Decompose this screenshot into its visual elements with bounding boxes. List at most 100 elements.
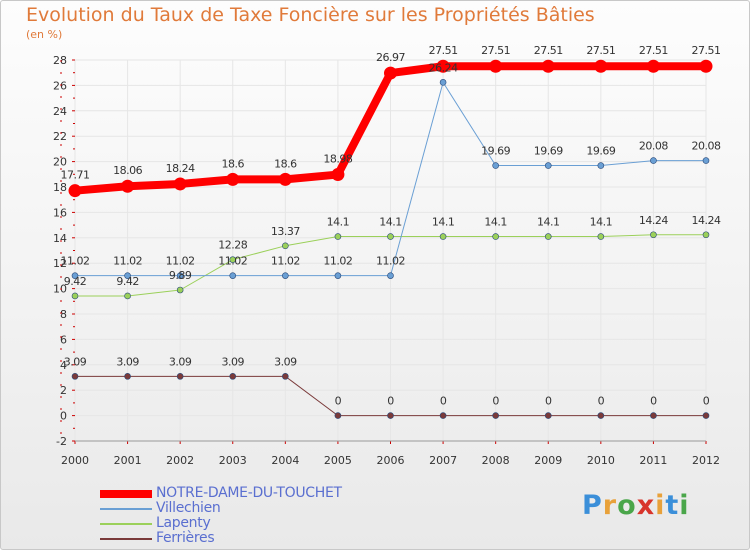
data-point	[650, 157, 657, 164]
x-tick-label: 2009	[534, 454, 562, 467]
data-label: 27.51	[534, 44, 563, 57]
data-label: 26.97	[376, 51, 405, 64]
data-label: 14.1	[379, 216, 402, 229]
series-lines	[68, 59, 713, 419]
data-label: 14.1	[590, 216, 613, 229]
logo-letter: t	[665, 490, 680, 521]
y-tick-label: 4	[60, 359, 67, 372]
data-point	[489, 59, 503, 73]
legend-label-villechien: Villechien	[156, 500, 221, 516]
data-point	[702, 157, 710, 164]
data-point	[334, 233, 342, 240]
data-point	[282, 242, 289, 250]
data-label: 20.08	[692, 140, 721, 153]
data-label: 14.1	[327, 216, 350, 229]
data-point	[121, 179, 135, 193]
data-point	[439, 233, 447, 240]
x-tick-label: 2001	[114, 454, 142, 467]
x-tick-label: 2006	[377, 454, 405, 467]
data-point	[387, 233, 394, 240]
x-tick-label: 2011	[639, 454, 667, 467]
data-point	[436, 59, 450, 73]
y-tick-label: 18	[53, 181, 67, 194]
data-label: 18.6	[274, 157, 297, 170]
data-label: 27.51	[429, 44, 458, 57]
x-tick-label: 2004	[271, 454, 299, 467]
x-tick-label: 2008	[482, 454, 510, 467]
data-point	[597, 162, 605, 169]
data-point	[71, 373, 79, 380]
y-tick-label: 6	[60, 333, 67, 346]
data-point	[597, 412, 605, 419]
grid	[74, 59, 707, 442]
data-point	[387, 272, 394, 279]
data-point	[492, 162, 499, 169]
legend-label-ferrieres: Ferrières	[156, 530, 215, 546]
data-point	[699, 59, 713, 73]
data-label: 14.24	[692, 214, 721, 227]
data-point	[334, 412, 342, 419]
logo-letter: r	[602, 490, 618, 521]
data-label: 11.02	[218, 255, 247, 268]
data-point	[124, 373, 131, 380]
data-point	[68, 184, 82, 198]
data-label: 18.98	[323, 153, 352, 166]
y-tick-label: 0	[60, 410, 67, 423]
logo-letter: i	[679, 490, 690, 521]
data-label: 0	[440, 395, 447, 408]
data-label: 19.69	[481, 145, 510, 158]
data-point	[492, 412, 499, 419]
y-tick-label: 16	[53, 206, 67, 219]
y-tick-label: 8	[60, 308, 67, 321]
legend-swatch-villechien	[100, 508, 152, 510]
data-label: 14.24	[639, 214, 668, 227]
data-label: 27.51	[639, 44, 668, 57]
y-unit-label: (en %)	[26, 28, 63, 41]
data-label: 18.06	[113, 164, 142, 177]
y-tick-label: 20	[53, 156, 67, 169]
logo-letter: o	[617, 490, 637, 521]
data-label: 11.02	[61, 255, 90, 268]
data-point	[650, 412, 657, 419]
data-label: 0	[335, 395, 342, 408]
x-tick-label: 2007	[429, 454, 457, 467]
data-point	[650, 231, 657, 239]
chart-title: Evolution du Taux de Taxe Foncière sur l…	[26, 4, 595, 26]
data-label: 12.28	[218, 239, 247, 252]
y-tick-label: 14	[53, 232, 67, 245]
data-label: 14.1	[537, 216, 560, 229]
data-label: 14.1	[432, 216, 455, 229]
data-label: 11.02	[376, 255, 405, 268]
data-label: 14.1	[484, 216, 507, 229]
y-tick-label: 2	[60, 384, 67, 397]
data-point	[702, 231, 710, 239]
data-point	[544, 162, 552, 169]
data-point	[282, 272, 289, 279]
data-label: 0	[703, 395, 710, 408]
data-point	[541, 59, 555, 73]
data-point	[334, 272, 342, 279]
data-point	[646, 59, 660, 73]
data-point	[176, 272, 184, 279]
y-tick-label: -2	[56, 435, 67, 448]
data-point	[439, 79, 447, 86]
data-point	[176, 286, 184, 294]
legend-swatch-lapenty	[100, 523, 152, 525]
data-label: 27.51	[481, 44, 510, 57]
data-point	[384, 66, 397, 80]
data-label: 27.51	[692, 44, 721, 57]
data-point	[226, 172, 240, 186]
legend-swatch-ferrieres	[100, 538, 152, 540]
data-label: 26.24	[429, 61, 458, 74]
logo-letter: x	[636, 490, 656, 521]
data-point	[282, 373, 289, 380]
data-point	[173, 177, 187, 191]
data-label: 9.42	[116, 275, 139, 288]
data-label: 19.69	[534, 145, 563, 158]
logo-letter: i	[655, 490, 666, 521]
data-label: 0	[650, 395, 657, 408]
data-point	[597, 233, 605, 240]
y-tick-label: 26	[53, 79, 67, 92]
data-point	[71, 272, 79, 279]
